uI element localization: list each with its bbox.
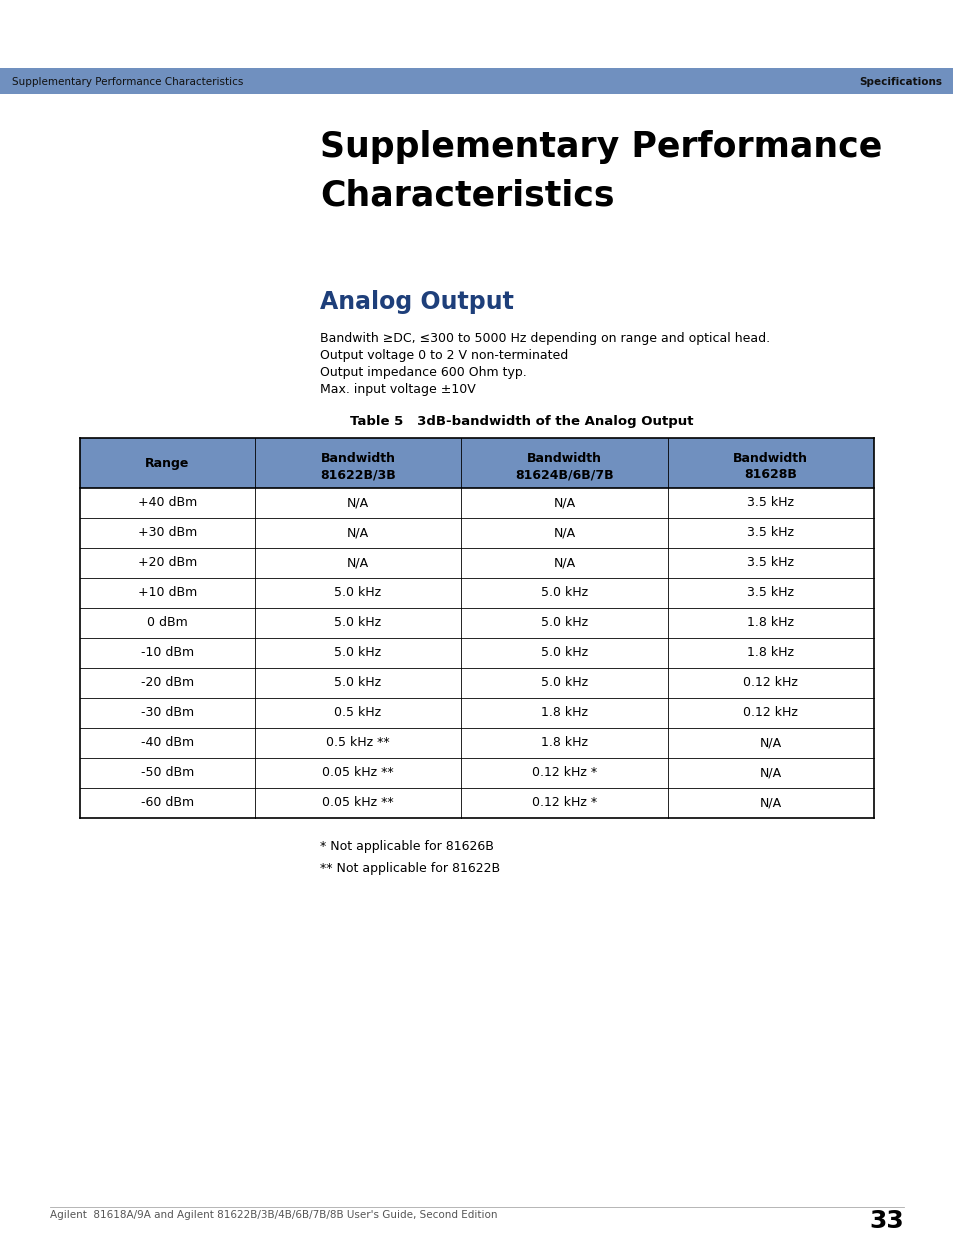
Text: N/A: N/A [347,496,369,510]
Text: N/A: N/A [759,797,781,809]
Text: 1.8 kHz: 1.8 kHz [746,616,794,630]
Bar [80,517,873,548]
Bar [80,488,873,517]
Text: N/A: N/A [347,557,369,569]
Text: Supplementary Performance: Supplementary Performance [319,130,882,164]
Bar [80,548,873,578]
Bar [80,727,873,758]
Text: -60 dBm: -60 dBm [141,797,193,809]
Text: -10 dBm: -10 dBm [141,646,193,659]
Text: N/A: N/A [759,767,781,779]
Text: 81628B: 81628B [743,468,797,480]
Text: Table 5   3dB-bandwidth of the Analog Output: Table 5 3dB-bandwidth of the Analog Outp… [350,415,693,429]
Bar [80,438,873,488]
Text: 0.05 kHz **: 0.05 kHz ** [322,767,394,779]
Text: Analog Output: Analog Output [319,290,514,314]
Text: +40 dBm: +40 dBm [137,496,196,510]
Text: Characteristics: Characteristics [319,178,614,212]
Text: 5.0 kHz: 5.0 kHz [540,587,587,599]
Text: ** Not applicable for 81622B: ** Not applicable for 81622B [319,862,499,876]
Text: 5.0 kHz: 5.0 kHz [540,616,587,630]
Text: Bandwidth: Bandwidth [733,452,807,466]
Bar [80,578,873,608]
Text: +30 dBm: +30 dBm [137,526,196,540]
Text: Agilent  81618A/9A and Agilent 81622B/3B/4B/6B/7B/8B User's Guide, Second Editio: Agilent 81618A/9A and Agilent 81622B/3B/… [50,1210,497,1220]
Text: 0.12 kHz: 0.12 kHz [742,677,798,689]
Text: Bandwidth: Bandwidth [320,452,395,466]
Text: 0.5 kHz: 0.5 kHz [334,706,381,720]
Text: Specifications: Specifications [858,77,941,86]
Text: 5.0 kHz: 5.0 kHz [334,616,381,630]
Text: Output voltage 0 to 2 V non-terminated: Output voltage 0 to 2 V non-terminated [319,350,568,362]
Text: N/A: N/A [759,736,781,750]
Text: N/A: N/A [553,526,575,540]
Text: 1.8 kHz: 1.8 kHz [540,736,587,750]
Bar [0,68,953,94]
Bar [80,698,873,727]
Text: Bandwidth: Bandwidth [526,452,601,466]
Bar [80,788,873,818]
Text: 3.5 kHz: 3.5 kHz [746,496,794,510]
Text: 3.5 kHz: 3.5 kHz [746,526,794,540]
Bar [80,668,873,698]
Text: 33: 33 [868,1209,903,1233]
Text: 0.5 kHz **: 0.5 kHz ** [326,736,390,750]
Text: -20 dBm: -20 dBm [141,677,193,689]
Text: 5.0 kHz: 5.0 kHz [334,677,381,689]
Text: 81624B/6B/7B: 81624B/6B/7B [515,468,613,480]
Text: -30 dBm: -30 dBm [141,706,193,720]
Text: 0.12 kHz *: 0.12 kHz * [531,797,597,809]
Text: 3.5 kHz: 3.5 kHz [746,557,794,569]
Text: 5.0 kHz: 5.0 kHz [540,646,587,659]
Text: Output impedance 600 Ohm typ.: Output impedance 600 Ohm typ. [319,366,526,379]
Text: 5.0 kHz: 5.0 kHz [334,646,381,659]
Text: Supplementary Performance Characteristics: Supplementary Performance Characteristic… [12,77,243,86]
Text: 5.0 kHz: 5.0 kHz [540,677,587,689]
Text: Max. input voltage ±10V: Max. input voltage ±10V [319,383,476,396]
Text: 5.0 kHz: 5.0 kHz [334,587,381,599]
Text: 1.8 kHz: 1.8 kHz [540,706,587,720]
Text: N/A: N/A [553,557,575,569]
Text: -40 dBm: -40 dBm [141,736,193,750]
Text: 1.8 kHz: 1.8 kHz [746,646,794,659]
Text: 0.05 kHz **: 0.05 kHz ** [322,797,394,809]
Text: +10 dBm: +10 dBm [137,587,196,599]
Bar [80,638,873,668]
Text: N/A: N/A [553,496,575,510]
Text: N/A: N/A [347,526,369,540]
Text: +20 dBm: +20 dBm [137,557,196,569]
Text: 0.12 kHz: 0.12 kHz [742,706,798,720]
Text: * Not applicable for 81626B: * Not applicable for 81626B [319,840,494,853]
Bar [80,758,873,788]
Text: 0 dBm: 0 dBm [147,616,188,630]
Text: 0.12 kHz *: 0.12 kHz * [531,767,597,779]
Text: -50 dBm: -50 dBm [141,767,193,779]
Text: 81622B/3B: 81622B/3B [319,468,395,480]
Bar [80,608,873,638]
Text: 3.5 kHz: 3.5 kHz [746,587,794,599]
Text: Bandwith ≥DC, ≤300 to 5000 Hz depending on range and optical head.: Bandwith ≥DC, ≤300 to 5000 Hz depending … [319,332,769,345]
Text: Range: Range [145,457,190,469]
